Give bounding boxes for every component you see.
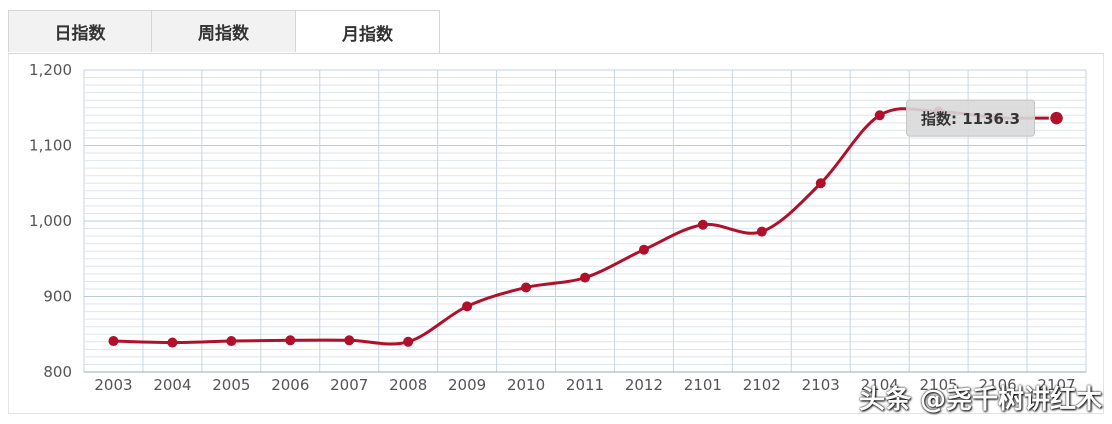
- data-point: [874, 110, 885, 121]
- x-tick-label: 2004: [153, 376, 191, 394]
- tab-daily-index[interactable]: 日指数: [8, 10, 152, 52]
- data-point: [580, 272, 590, 283]
- tab-divider: [8, 53, 1104, 54]
- x-tick-label: 2102: [743, 376, 781, 394]
- data-point: [462, 301, 473, 312]
- data-point: [344, 335, 355, 346]
- x-tick-label: 2101: [684, 376, 722, 394]
- y-tick-label: 1,200: [29, 61, 72, 79]
- data-point: [226, 336, 237, 347]
- x-tick-label: 2107: [1037, 376, 1075, 394]
- x-tick-label: 2008: [389, 376, 427, 394]
- data-point: [108, 336, 119, 347]
- x-tick-label: 2011: [566, 376, 604, 394]
- data-point: [167, 337, 178, 348]
- x-tick-label: 2106: [978, 376, 1016, 394]
- y-tick-label: 1,000: [29, 212, 72, 230]
- x-tick-label: 2104: [861, 376, 899, 394]
- series-line: [113, 107, 1057, 346]
- tab-weekly-index[interactable]: 周指数: [152, 10, 296, 52]
- x-tick-label: 2105: [920, 376, 958, 394]
- x-tick-label: 2010: [507, 376, 545, 394]
- x-tick-label: 2009: [448, 376, 486, 394]
- data-point: [403, 336, 414, 347]
- x-tick-label: 2007: [330, 376, 368, 394]
- watermark: 头条 @尧千树讲红木: [858, 385, 1102, 415]
- chart-panel: [8, 54, 1104, 414]
- tooltip-text: 指数: 1136.3: [921, 110, 1020, 128]
- data-point: [1048, 110, 1065, 126]
- tab-bar: 日指数 周指数 月指数: [8, 10, 440, 54]
- y-tick-label: 900: [43, 288, 72, 306]
- tab-monthly-index[interactable]: 月指数: [296, 10, 440, 54]
- data-point: [521, 282, 532, 293]
- data-point: [756, 226, 767, 237]
- data-point: [697, 219, 708, 230]
- y-tick-label: 800: [43, 363, 72, 381]
- data-point: [815, 178, 826, 189]
- x-tick-label: 2003: [94, 376, 132, 394]
- data-point: [285, 335, 296, 346]
- x-tick-label: 2103: [802, 376, 840, 394]
- x-tick-label: 2012: [625, 376, 663, 394]
- x-tick-label: 2006: [271, 376, 309, 394]
- x-tick-label: 2005: [212, 376, 250, 394]
- y-tick-label: 1,100: [29, 137, 72, 155]
- tooltip-box: [906, 99, 1036, 137]
- data-point: [638, 244, 649, 255]
